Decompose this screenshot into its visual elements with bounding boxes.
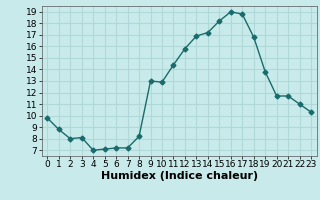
X-axis label: Humidex (Indice chaleur): Humidex (Indice chaleur)	[100, 171, 258, 181]
